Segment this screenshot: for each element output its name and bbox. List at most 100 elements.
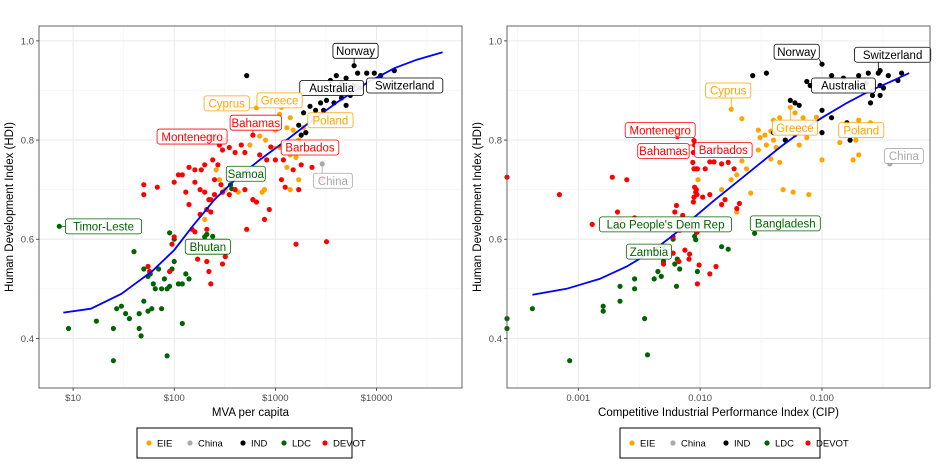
point-eie [748,190,754,196]
point-devot [266,206,272,213]
legend-item-label: LDC [775,439,794,450]
point-ind [303,130,309,136]
x-axis: 0.001 0.010 0.100 Competitive Industrial Pe… [566,388,839,419]
label-australia: Australia [811,77,876,94]
point-devot [293,241,299,247]
point-eie [819,157,825,163]
point-ldc [175,281,181,287]
label-text: Cyprus [710,86,747,98]
y-tick-label: 0.6 [21,235,34,246]
label-connector [818,59,823,65]
point-ind [792,100,798,106]
legend: EIE China IND LDC DEVOT [136,427,366,459]
label-china: China [883,148,924,164]
y-tick-label: 0.8 [489,136,502,147]
point-eie [806,192,812,198]
point-devot [206,268,212,275]
point-ldc [167,230,173,236]
label-text: China [889,151,920,163]
point-ind [318,100,324,106]
point-ldc [677,266,683,272]
point-devot [186,164,192,170]
legend-item-ind: IND [240,439,268,450]
point-devot [722,197,728,203]
point-eie [770,137,777,143]
point-eie [787,104,793,110]
legend-key-dot [322,440,328,446]
point-eie [247,142,253,148]
point-devot [696,262,702,268]
point-eie [259,189,265,195]
label-box [625,243,672,260]
label-bangladesh: Bangladesh [749,215,821,232]
label-text: Switzerland [863,50,922,62]
point-ind [787,97,793,103]
x-tick-label: 0.001 [566,393,590,404]
label-switzerland: Switzerland [854,46,932,63]
point-devot [700,194,706,200]
label-box [299,80,364,96]
label-poland: Poland [838,122,885,139]
label-text: Norway [777,47,816,59]
point-ldc [123,311,129,317]
point-devot [210,157,216,163]
point-devot [713,263,719,270]
country-labels: Norway Australia Switzerland Cyprus Greece Po… [59,42,444,255]
point-ind [829,115,835,121]
legend-item-eie: EIE [629,439,655,450]
label-box [307,112,354,129]
point-devot [215,162,221,168]
point-ind [333,73,339,79]
point-eie [257,133,263,139]
point-ind [899,70,905,76]
point-ind [355,70,361,76]
label-text: Lao People's Dem Rep [607,220,725,232]
point-ind [298,132,304,138]
point-devot [242,187,248,193]
point-ind [877,92,883,98]
label-box [838,122,885,139]
label-box [156,128,228,145]
point-devot [197,187,203,193]
point-ldc [159,286,165,292]
legend-key-dot [281,440,287,446]
x-tick-label: $10 [65,393,81,404]
point-ind [847,137,853,143]
label-box [332,42,379,59]
legend-item-china: China [670,439,707,450]
label-text: Bhutan [190,242,226,254]
point-ldc [617,283,623,289]
point-devot [154,184,160,190]
label-box [771,119,818,136]
point-devot [614,209,621,215]
label-text: Greece [776,123,814,135]
point-eie [263,137,269,143]
point-devot [660,261,667,267]
label-text: Timor-Leste [73,222,134,234]
point-eie [804,135,810,141]
label-switzerland: Switzerland [366,77,444,94]
point-ind [343,102,349,108]
point-ldc [632,276,638,282]
point-eie [290,127,296,133]
point-ldc [171,258,177,265]
point-eie [800,115,806,121]
point-ldc [693,237,699,243]
label-norway: Norway [773,43,820,60]
point-devot [264,157,270,163]
label-box [811,77,876,94]
panel-border [38,25,463,389]
point-devot [183,189,189,195]
point-devot [280,157,286,163]
point-devot [309,164,315,170]
label-barbados: Barbados [694,142,753,158]
point-devot [711,159,717,165]
legend-item-ldc: LDC [281,439,311,450]
point-devot [208,281,214,287]
point-ind [296,122,302,128]
point-eie [850,157,856,163]
legend-key-dot [146,440,152,446]
label-text: Samoa [228,169,265,181]
point-ldc [529,306,536,312]
point-ind [829,73,835,79]
